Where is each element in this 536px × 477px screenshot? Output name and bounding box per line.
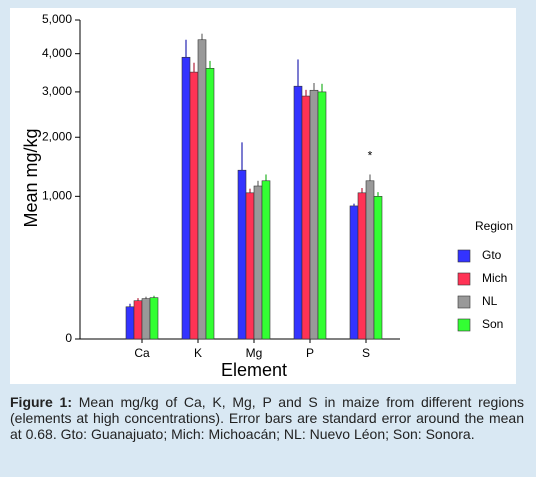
bar <box>301 95 311 340</box>
bar <box>373 196 383 340</box>
bar <box>125 306 135 340</box>
legend-swatch <box>457 295 471 309</box>
bar <box>149 297 159 340</box>
bar <box>317 91 327 340</box>
y-tick-label: 3,000 <box>42 84 72 98</box>
bar <box>181 56 191 340</box>
annotation: * <box>368 149 373 163</box>
y-tick-label: 0 <box>65 331 72 345</box>
y-tick-label: 2,000 <box>42 129 72 143</box>
caption: Figure 1: Mean mg/kg of Ca, K, Mg, P and… <box>10 394 524 442</box>
legend-label: NL <box>482 294 498 308</box>
y-tick-label: 4,000 <box>42 46 72 60</box>
legend-swatch <box>457 249 471 263</box>
legend-swatch <box>457 318 471 332</box>
caption-label: Figure 1: <box>10 394 72 410</box>
x-tick-label: P <box>306 346 314 360</box>
legend-title: Region <box>475 219 513 233</box>
bar <box>133 300 143 340</box>
chart: Mean mg/kg Element Region 0 1,000 2,000 3,0… <box>21 12 513 380</box>
bar <box>205 68 215 340</box>
legend-swatch <box>457 272 471 286</box>
x-tick-label: Mg <box>246 346 263 360</box>
y-axis-title: Mean mg/kg <box>21 128 41 227</box>
x-tick-label: K <box>194 346 202 360</box>
y-tick-label: 1,000 <box>42 189 72 203</box>
bar <box>197 39 207 340</box>
bar <box>365 180 375 340</box>
legend-label: Mich <box>482 271 507 285</box>
x-tick-label: S <box>362 346 370 360</box>
chart-frame: Mean mg/kg Element Region 0 1,000 2,000 3,0… <box>10 8 516 384</box>
bar <box>357 192 367 340</box>
x-axis-title: Element <box>221 360 287 380</box>
bar <box>309 89 319 340</box>
bar <box>349 205 359 340</box>
x-tick-label: Ca <box>134 346 150 360</box>
bar <box>293 85 303 340</box>
legend-label: Gto <box>482 248 502 262</box>
bar <box>189 71 199 340</box>
bar <box>245 192 255 340</box>
bar <box>253 185 263 340</box>
bar <box>237 169 247 340</box>
bar <box>141 298 151 340</box>
caption-text: Mean mg/kg of Ca, K, Mg, P and S in maiz… <box>10 394 524 442</box>
y-tick-label: 5,000 <box>42 12 72 26</box>
legend-label: Son <box>482 317 503 331</box>
bar <box>261 180 271 340</box>
